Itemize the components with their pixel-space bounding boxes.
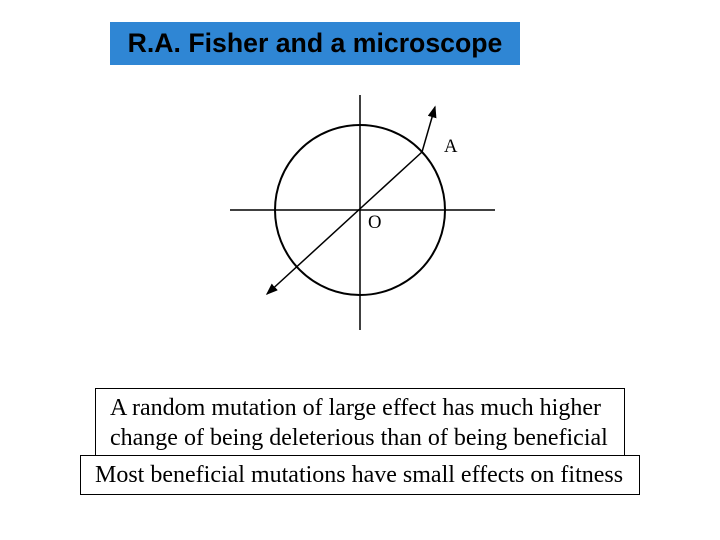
point-a-label: A [444, 136, 458, 157]
diagram-svg: OA [210, 80, 510, 340]
caption-beneficial-mutations: Most beneficial mutations have small eff… [80, 455, 640, 495]
caption-random-mutation: A random mutation of large effect has mu… [95, 388, 625, 458]
slide-title: R.A. Fisher and a microscope [110, 22, 520, 65]
geometric-diagram: OA [210, 80, 510, 350]
origin-label: O [368, 212, 381, 233]
slide: R.A. Fisher and a microscope OA A random… [0, 0, 720, 540]
